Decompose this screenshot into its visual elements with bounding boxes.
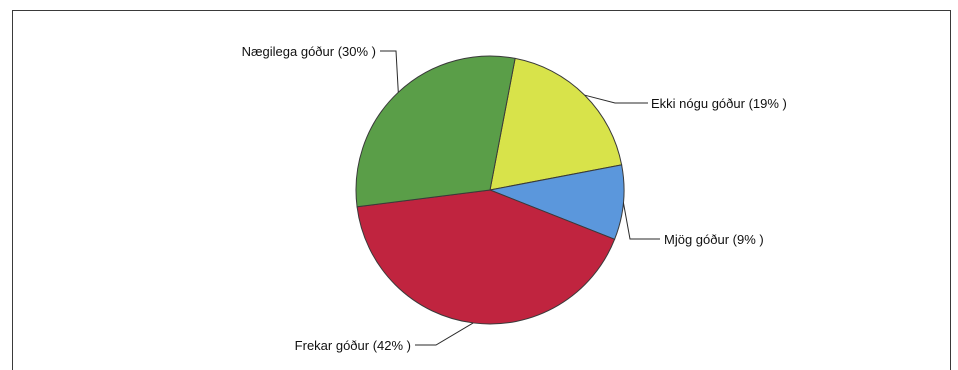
- slice-label-naegilega-godur: Nægilega góður (30% ): [242, 44, 376, 59]
- leader-line-ekki-nogu-godur: [584, 94, 648, 104]
- pie-slice-naegilega-godur: [355, 55, 516, 208]
- pie-slice-ekki-nogu-godur: [489, 57, 623, 191]
- pie-labels: Ekki nógu góður (19% ) Mjög góður (9% ) …: [242, 44, 787, 353]
- leader-line-naegilega-godur: [380, 50, 399, 93]
- leader-line-frekar-godur: [415, 322, 474, 346]
- slice-label-ekki-nogu-godur: Ekki nógu góður (19% ): [651, 96, 787, 111]
- leader-line-mjog-godur: [622, 202, 660, 240]
- pie-slice-frekar-godur: [356, 189, 616, 325]
- slice-label-frekar-godur: Frekar góður (42% ): [295, 338, 411, 353]
- pie-slices: [355, 55, 625, 325]
- slice-label-mjog-godur: Mjög góður (9% ): [664, 232, 764, 247]
